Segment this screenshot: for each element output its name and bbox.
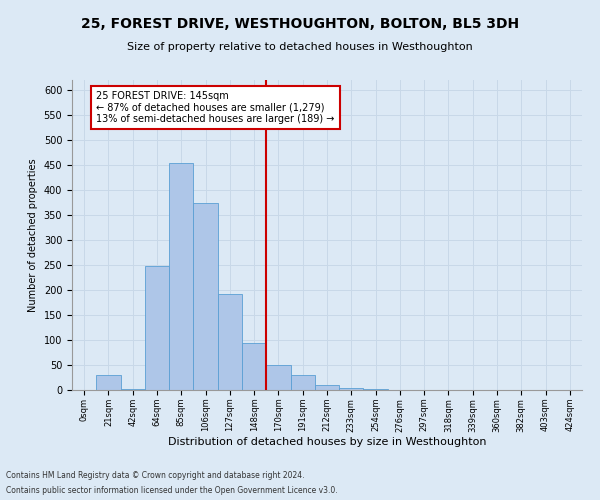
Y-axis label: Number of detached properties: Number of detached properties — [28, 158, 38, 312]
Bar — [96, 375, 121, 390]
Bar — [169, 162, 193, 390]
X-axis label: Distribution of detached houses by size in Westhoughton: Distribution of detached houses by size … — [168, 437, 486, 447]
Bar — [121, 388, 145, 390]
Bar — [218, 294, 242, 390]
Bar — [339, 388, 364, 390]
Text: Contains HM Land Registry data © Crown copyright and database right 2024.: Contains HM Land Registry data © Crown c… — [6, 471, 305, 480]
Text: Size of property relative to detached houses in Westhoughton: Size of property relative to detached ho… — [127, 42, 473, 52]
Bar — [266, 365, 290, 390]
Bar — [290, 375, 315, 390]
Text: 25, FOREST DRIVE, WESTHOUGHTON, BOLTON, BL5 3DH: 25, FOREST DRIVE, WESTHOUGHTON, BOLTON, … — [81, 18, 519, 32]
Text: Contains public sector information licensed under the Open Government Licence v3: Contains public sector information licen… — [6, 486, 338, 495]
Bar — [145, 266, 169, 390]
Bar — [193, 202, 218, 390]
Bar — [242, 342, 266, 390]
Bar — [364, 389, 388, 390]
Bar — [315, 385, 339, 390]
Text: 25 FOREST DRIVE: 145sqm
← 87% of detached houses are smaller (1,279)
13% of semi: 25 FOREST DRIVE: 145sqm ← 87% of detache… — [96, 91, 335, 124]
